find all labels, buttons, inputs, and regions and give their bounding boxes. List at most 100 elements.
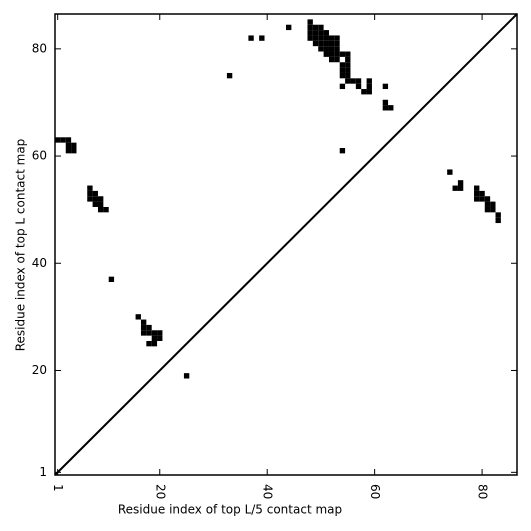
contact-cell xyxy=(318,35,324,41)
contact-cell xyxy=(307,30,313,36)
contact-cell xyxy=(323,46,329,52)
contact-cell xyxy=(312,40,319,47)
contact-cell xyxy=(328,40,335,47)
contact-cell xyxy=(323,40,329,47)
contact-cell xyxy=(312,24,319,31)
contact-cell xyxy=(495,212,501,218)
contact-cell xyxy=(87,196,93,202)
contact-cell xyxy=(345,51,351,57)
contact-cell xyxy=(345,56,351,63)
contact-cell xyxy=(92,190,98,197)
contact-cell xyxy=(307,19,313,25)
contact-cell xyxy=(323,30,329,36)
contact-cell xyxy=(479,190,485,197)
contact-cell xyxy=(157,335,163,341)
x-tick-label: 60 xyxy=(368,484,382,499)
x-axis-label: Residue index of top L/5 contact map xyxy=(118,503,342,517)
contact-cell xyxy=(226,72,233,79)
contact-cell xyxy=(490,206,496,213)
contact-cell xyxy=(97,201,104,207)
contact-cell xyxy=(318,30,324,36)
contact-cell xyxy=(157,330,163,336)
contact-cell xyxy=(103,206,109,213)
contact-cell xyxy=(484,206,491,213)
contact-cell xyxy=(318,24,324,31)
contact-cell xyxy=(457,180,464,186)
contact-cell xyxy=(361,89,367,95)
contact-cell xyxy=(382,105,389,111)
contact-cell xyxy=(490,201,496,207)
contact-cell xyxy=(382,99,389,106)
contact-cell xyxy=(339,51,346,57)
contact-cell xyxy=(334,46,340,52)
contact-cell xyxy=(366,89,372,95)
contact-cell xyxy=(328,56,335,63)
contact-cell xyxy=(355,83,362,90)
contact-cell xyxy=(323,51,329,57)
contact-cell xyxy=(135,314,141,320)
contact-cell xyxy=(140,319,147,325)
contact-cell xyxy=(328,35,335,41)
contact-cell xyxy=(479,196,485,202)
contact-cell xyxy=(339,72,346,79)
x-tick-label: 40 xyxy=(261,484,275,499)
contact-cell xyxy=(339,148,346,154)
x-tick-label: 1 xyxy=(51,484,65,492)
x-tick-label: 20 xyxy=(153,484,167,499)
contact-cell xyxy=(345,67,351,73)
contact-cell xyxy=(334,40,340,47)
contact-cell xyxy=(388,105,394,111)
contact-cell xyxy=(495,217,501,224)
contact-cell xyxy=(146,340,152,347)
contact-cell xyxy=(92,201,98,207)
contact-cell xyxy=(339,83,346,90)
contact-cell xyxy=(140,330,147,336)
contact-cell xyxy=(345,72,351,79)
plot-frame xyxy=(54,13,518,476)
contact-cell xyxy=(151,335,158,341)
x-tick-label: 80 xyxy=(476,484,490,499)
contact-cell xyxy=(318,40,324,47)
contact-cell xyxy=(65,148,72,154)
contact-cell xyxy=(55,137,61,143)
contact-cell xyxy=(334,51,340,57)
y-axis-label: Residue index of top L contact map xyxy=(14,139,28,352)
contact-cell xyxy=(307,24,313,31)
diagonal xyxy=(54,13,518,476)
contact-cell xyxy=(312,35,319,41)
contact-cell xyxy=(474,185,480,191)
y-tick-label: 60 xyxy=(32,149,47,163)
contact-cell xyxy=(140,324,147,331)
contact-cell xyxy=(345,62,351,68)
contact-cell xyxy=(484,196,491,202)
contact-cell xyxy=(474,190,480,197)
contact-cell xyxy=(339,62,346,68)
contact-cell xyxy=(146,330,152,336)
contact-cell xyxy=(97,196,104,202)
contact-cell xyxy=(97,206,104,213)
contact-cell xyxy=(71,142,77,149)
contact-cell xyxy=(452,185,458,191)
contact-cell xyxy=(334,56,340,63)
contact-cell xyxy=(366,83,372,90)
contact-cell xyxy=(108,276,115,283)
contact-cell xyxy=(248,35,254,41)
contact-cell xyxy=(307,35,313,41)
y-tick-label: 1 xyxy=(39,465,47,479)
contact-cell xyxy=(345,78,351,84)
contact-cell xyxy=(457,185,464,191)
contact-cell xyxy=(151,330,158,336)
contact-cell xyxy=(366,78,372,84)
contact-cell xyxy=(350,78,356,84)
contact-cell xyxy=(151,340,158,347)
contact-cell xyxy=(447,169,453,175)
contact-cell xyxy=(318,46,324,52)
y-tick-label: 40 xyxy=(32,256,47,270)
contact-cell xyxy=(286,24,292,31)
contact-cell xyxy=(312,30,319,36)
contact-cell xyxy=(65,137,72,143)
contact-cell xyxy=(484,201,491,207)
contact-cell xyxy=(474,196,480,202)
contact-cell xyxy=(183,373,190,379)
